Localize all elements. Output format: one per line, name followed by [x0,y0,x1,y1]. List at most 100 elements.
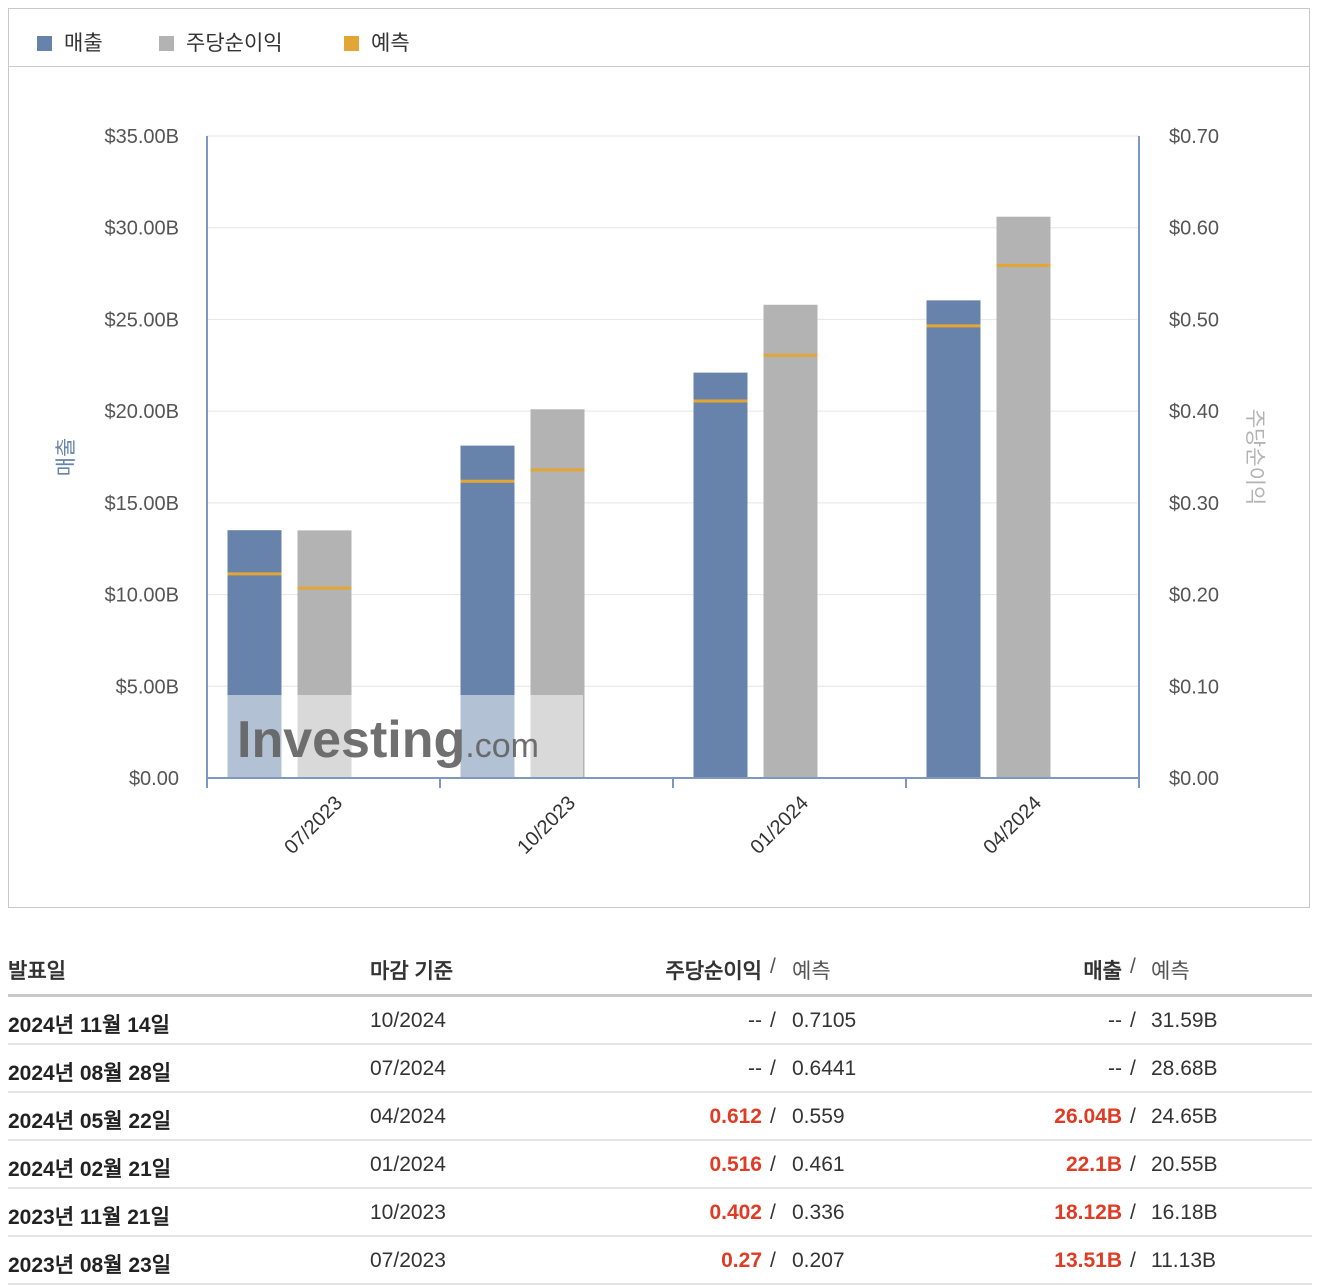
legend-swatch-forecast [344,36,359,51]
earnings-table: 발표일 마감 기준 주당순이익 / 예측 매출 / 예측 2024년 11월 1… [8,945,1312,1285]
y-tick-label: $10.00B [104,585,179,607]
row-eps: 0.516 [709,1153,762,1176]
row-eps-separator: / [770,1009,776,1032]
row-eps: 0.27 [721,1249,762,1272]
header-eps[interactable]: 주당순이익 [665,960,762,983]
y2-tick-label: $0.70 [1169,126,1219,148]
row-date: 2024년 02월 21일 [8,1158,172,1181]
legend-swatch-revenue [37,36,52,51]
y2-tick-label: $0.50 [1169,309,1219,331]
header-date[interactable]: 발표일 [8,960,66,983]
revenue-bar [926,300,981,778]
y2-tick-label: $0.40 [1169,401,1219,423]
watermark-backdrop [207,695,583,778]
row-revenue: -- [1108,1057,1122,1080]
y-tick-label: $30.00B [104,218,179,240]
table-row[interactable]: 2024년 05월 22일 04/2024 0.612 / 0.559 26.04B / 24… [8,1093,1312,1141]
legend-label-revenue: 매출 [64,32,103,55]
table-row[interactable]: 2024년 11월 14일 10/2024 -- / 0.7105 -- / 31.59B [8,997,1312,1045]
x-tick-label: 04/2024 [979,792,1046,859]
row-revenue-separator: / [1130,1153,1136,1176]
y-tick-label: $0.00 [129,768,179,790]
row-period: 01/2024 [370,1153,446,1176]
legend-item-revenue[interactable]: 매출 [37,27,103,57]
row-eps: -- [748,1009,762,1032]
row-revenue: 13.51B [1054,1249,1122,1272]
row-date: 2024년 11월 14일 [8,1014,170,1037]
table-body: 2024년 11월 14일 10/2024 --/0.7105 --/31.59B 20… [8,997,1312,1285]
table-row[interactable]: 2024년 08월 28일 07/2024 -- / 0.6441 -- / 28.68B [8,1045,1312,1093]
table-row[interactable]: 2024년 02월 21일 01/2024 0.516 / 0.461 22.1B / 20.… [8,1141,1312,1189]
row-eps: 0.402 [709,1201,762,1224]
header-revenue-forecast[interactable]: 예측 [1151,960,1190,983]
watermark-logo-domain: .com [465,727,539,765]
row-eps-separator: / [770,1249,776,1272]
legend-item-forecast[interactable]: 예측 [344,27,410,57]
x-tick-label: 07/2023 [280,792,347,859]
row-revenue-forecast: 31.59B [1151,1009,1218,1032]
y2-axis-title: 주당순이익 [1243,409,1266,506]
row-eps-separator: / [770,1105,776,1128]
row-revenue-separator: / [1130,1009,1136,1032]
row-revenue: -- [1108,1009,1122,1032]
x-tick-label: 10/2023 [513,792,580,859]
y-tick-label: $20.00B [104,401,179,423]
row-revenue-separator: / [1130,1249,1136,1272]
row-eps-forecast: 0.6441 [792,1057,857,1080]
chart-legend: 매출 주당순이익 예측 [9,9,1309,67]
row-eps-separator: / [770,1153,776,1176]
x-tick-label: 01/2024 [746,792,813,859]
legend-label-forecast: 예측 [371,32,410,55]
row-eps: -- [748,1057,762,1080]
row-period: 07/2023 [370,1249,446,1272]
row-revenue-separator: / [1130,1105,1136,1128]
header-revenue[interactable]: 매출 [1083,960,1122,983]
y2-tick-label: $0.30 [1169,493,1219,515]
watermark-logo-main: Investing [237,711,465,769]
row-revenue: 26.04B [1054,1105,1122,1128]
row-eps: 0.612 [709,1105,762,1128]
eps-bar [996,216,1051,779]
row-eps-forecast: 0.461 [792,1153,845,1176]
row-revenue-forecast: 16.18B [1151,1201,1218,1224]
row-revenue-separator: / [1130,1057,1136,1080]
legend-item-eps[interactable]: 주당순이익 [159,27,283,57]
header-revenue-separator: / [1130,955,1136,978]
row-eps-separator: / [770,1057,776,1080]
row-revenue: 18.12B [1054,1201,1122,1224]
legend-label-eps: 주당순이익 [186,32,283,55]
row-eps-forecast: 0.207 [792,1249,845,1272]
chart-plot: $0.00 $5.00B $10.00B $15.00B $20.00B $25.00B $… [55,126,1266,859]
legend-swatch-eps [159,36,174,51]
y-tick-label: $15.00B [104,493,179,515]
row-revenue-forecast: 11.13B [1151,1249,1216,1272]
header-eps-separator: / [770,955,776,978]
header-period[interactable]: 마감 기준 [370,960,454,983]
eps-bar [763,304,818,778]
row-date: 2023년 08월 23일 [8,1254,172,1277]
row-revenue: 22.1B [1065,1153,1122,1176]
row-eps-forecast: 0.559 [792,1105,845,1128]
header-eps-forecast[interactable]: 예측 [792,960,831,983]
y-tick-label: $25.00B [104,309,179,331]
row-date: 2024년 08월 28일 [8,1062,172,1085]
y2-tick-label: $0.10 [1169,676,1219,698]
row-date: 2023년 11월 21일 [8,1206,170,1229]
table-row[interactable]: 2023년 11월 21일 10/2023 0.402 / 0.336 18.12B / 16… [8,1189,1312,1237]
y2-tick-label: $0.60 [1169,218,1219,240]
row-revenue-forecast: 24.65B [1151,1105,1218,1128]
table-row[interactable]: 2023년 08월 23일 07/2023 0.27 / 0.207 13.51B / 11.… [8,1237,1312,1285]
revenue-bar [693,372,748,778]
y2-tick-label: $0.20 [1169,585,1219,607]
row-period: 07/2024 [370,1057,446,1080]
earnings-chart: 매출 주당순이익 예측 $0.00 $5.00B $10.00B $15.00B $20… [8,8,1310,908]
row-eps-forecast: 0.7105 [792,1009,857,1032]
row-eps-forecast: 0.336 [792,1201,845,1224]
row-period: 10/2024 [370,1009,446,1032]
row-revenue-forecast: 20.55B [1151,1153,1218,1176]
row-eps-separator: / [770,1201,776,1224]
y-tick-label: $35.00B [104,126,179,148]
y2-tick-label: $0.00 [1169,768,1219,790]
y-axis-title: 매출 [55,438,78,477]
row-date: 2024년 05월 22일 [8,1110,172,1133]
